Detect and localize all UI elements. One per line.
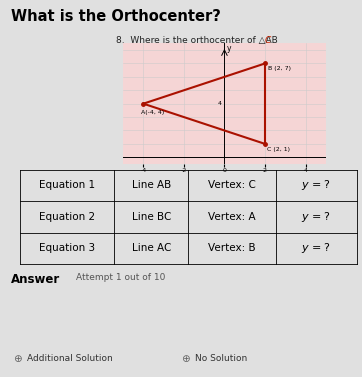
Text: Vertex: A: Vertex: A [208, 212, 256, 222]
Text: No Solution: No Solution [195, 354, 248, 363]
Text: y: y [227, 44, 231, 53]
Text: B (2, 7): B (2, 7) [268, 66, 291, 71]
Text: Equation 2: Equation 2 [39, 212, 95, 222]
Text: Line BC: Line BC [131, 212, 171, 222]
Text: Answer: Answer [11, 273, 60, 286]
Text: Vertex: B: Vertex: B [208, 243, 256, 253]
Text: $y\,=?$: $y\,=?$ [302, 210, 331, 224]
Text: Line AC: Line AC [131, 243, 171, 253]
Text: What is the Orthocenter?: What is the Orthocenter? [11, 9, 221, 25]
Text: Attempt 1 out of 10: Attempt 1 out of 10 [76, 273, 165, 282]
Text: Line AB: Line AB [131, 180, 171, 190]
Text: $y\,=?$: $y\,=?$ [302, 178, 331, 192]
Text: Vertex: C: Vertex: C [208, 180, 256, 190]
Text: Equation 3: Equation 3 [39, 243, 95, 253]
Text: C (2, 1): C (2, 1) [267, 147, 290, 152]
Text: 4: 4 [218, 101, 222, 106]
Text: ⊕: ⊕ [181, 354, 190, 364]
Text: $y\,=?$: $y\,=?$ [302, 241, 331, 255]
Text: ⊕: ⊕ [13, 354, 21, 364]
Text: Equation 1: Equation 1 [39, 180, 95, 190]
Text: Additional Solution: Additional Solution [27, 354, 113, 363]
Text: A(-4, 4): A(-4, 4) [141, 110, 165, 115]
Text: C: C [264, 36, 270, 45]
Text: 8.  Where is the orthocenter of △AB: 8. Where is the orthocenter of △AB [116, 36, 278, 45]
